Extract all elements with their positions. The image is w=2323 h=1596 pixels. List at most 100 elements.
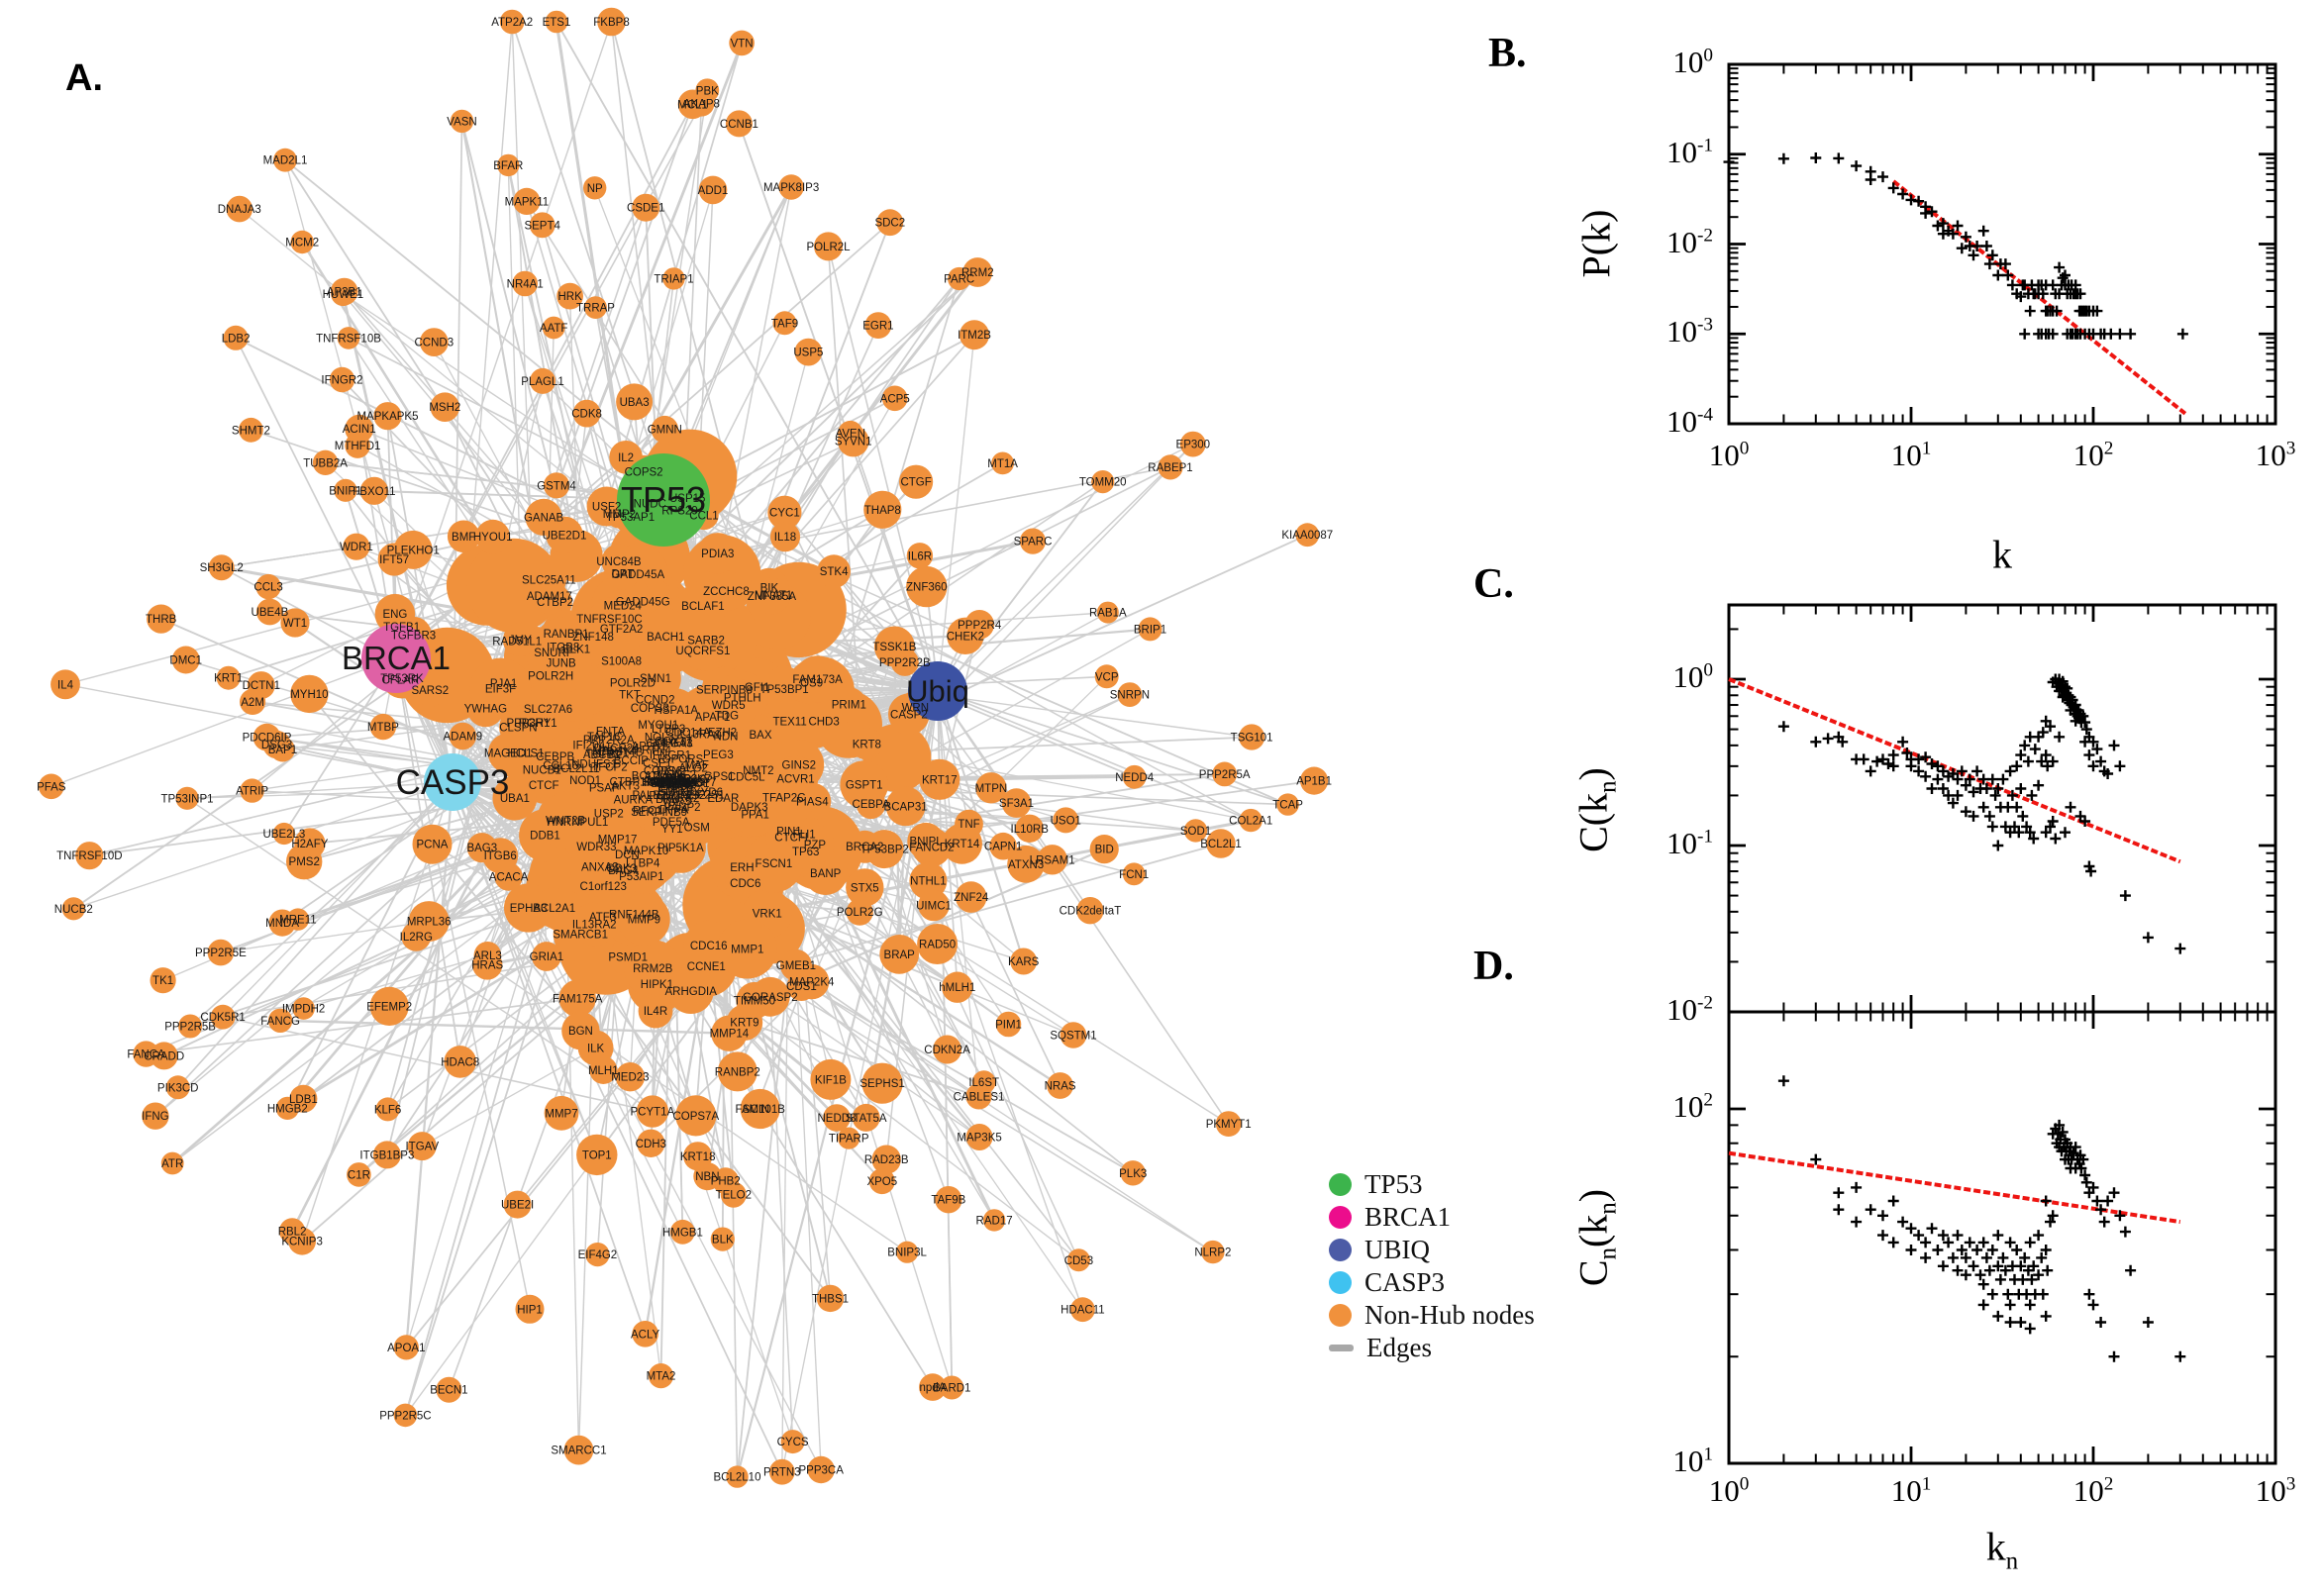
network-node[interactable] [1007, 845, 1045, 883]
network-node[interactable] [1215, 1111, 1242, 1137]
network-node[interactable] [793, 655, 842, 703]
network-node[interactable] [530, 367, 556, 394]
network-node[interactable] [871, 1145, 901, 1174]
network-node[interactable] [768, 1458, 795, 1485]
network-node[interactable] [495, 723, 556, 783]
network-node[interactable] [393, 1335, 419, 1360]
network-node[interactable] [337, 327, 360, 349]
network-node[interactable] [401, 921, 432, 951]
network-node[interactable] [252, 723, 281, 751]
network-node[interactable] [960, 320, 989, 350]
network-node[interactable] [343, 533, 370, 560]
network-node[interactable] [290, 230, 314, 254]
network-node[interactable] [778, 174, 804, 200]
network-node[interactable] [955, 809, 983, 839]
network-node[interactable] [881, 385, 908, 412]
network-node[interactable] [449, 722, 477, 750]
network-node[interactable] [1089, 835, 1119, 864]
network-node[interactable] [584, 296, 607, 319]
network-node[interactable] [561, 1011, 600, 1050]
network-node[interactable] [795, 824, 835, 864]
network-node[interactable] [240, 778, 264, 803]
network-node[interactable] [503, 622, 538, 657]
network-node[interactable] [292, 997, 315, 1020]
network-node[interactable] [615, 1062, 646, 1092]
network-node[interactable] [651, 415, 679, 444]
network-node[interactable] [512, 270, 538, 297]
network-node[interactable] [286, 844, 323, 880]
network-node[interactable] [542, 316, 565, 340]
network-node[interactable] [1138, 617, 1162, 642]
network-node[interactable] [919, 758, 960, 800]
network-node[interactable] [1300, 766, 1329, 795]
network-node[interactable] [280, 608, 310, 638]
network-node[interactable] [545, 10, 568, 34]
network-node[interactable] [369, 986, 409, 1026]
network-node[interactable] [210, 1004, 236, 1030]
network-node[interactable] [899, 464, 934, 499]
network-node[interactable] [588, 597, 631, 641]
network-node[interactable] [147, 604, 176, 634]
network-node[interactable] [697, 533, 739, 574]
network-node[interactable] [544, 1095, 579, 1131]
network-node[interactable] [575, 728, 628, 780]
network-node[interactable] [772, 311, 797, 336]
network-node[interactable] [942, 971, 973, 1003]
network-node[interactable] [683, 1142, 713, 1171]
network-node[interactable] [742, 1095, 770, 1123]
network-node[interactable] [838, 1127, 860, 1149]
network-node[interactable] [563, 1435, 594, 1465]
network-node[interactable] [1047, 1072, 1073, 1099]
network-node[interactable] [1066, 1248, 1090, 1272]
network-node[interactable] [1276, 793, 1299, 816]
network-node[interactable] [75, 842, 104, 870]
network-node[interactable] [918, 889, 950, 922]
hub-node-casp3[interactable] [424, 753, 481, 811]
network-node[interactable] [636, 1095, 669, 1128]
network-node[interactable] [532, 942, 561, 971]
network-node[interactable] [558, 979, 596, 1017]
network-node[interactable] [1015, 814, 1044, 843]
network-node[interactable] [810, 1058, 852, 1100]
network-node[interactable] [375, 1097, 400, 1122]
network-node[interactable] [171, 646, 200, 674]
network-node[interactable] [933, 1035, 962, 1064]
network-node[interactable] [503, 1190, 532, 1219]
network-node[interactable] [50, 669, 80, 700]
network-node[interactable] [1010, 948, 1038, 975]
network-node[interactable] [1070, 1297, 1095, 1323]
network-node[interactable] [223, 325, 249, 350]
network-node[interactable] [369, 713, 397, 741]
network-node[interactable] [256, 598, 283, 626]
network-node[interactable] [444, 1046, 477, 1078]
network-node[interactable] [1117, 682, 1143, 707]
network-node[interactable] [450, 109, 474, 134]
network-node[interactable] [613, 833, 673, 893]
network-node[interactable] [982, 1209, 1006, 1232]
network-node[interactable] [216, 665, 241, 690]
network-node[interactable] [1094, 664, 1119, 689]
network-node[interactable] [616, 383, 654, 421]
network-node[interactable] [885, 786, 926, 827]
network-node[interactable] [814, 232, 843, 261]
network-node[interactable] [698, 175, 728, 205]
network-node[interactable] [754, 577, 790, 615]
network-node[interactable] [513, 187, 541, 215]
network-node[interactable] [240, 688, 266, 716]
network-node[interactable] [837, 425, 869, 457]
network-node[interactable] [572, 902, 616, 947]
network-node[interactable] [525, 498, 562, 536]
network-node[interactable] [475, 519, 511, 554]
network-node[interactable] [165, 1075, 190, 1100]
network-node[interactable] [807, 1455, 835, 1484]
network-node[interactable] [1239, 808, 1262, 833]
network-node[interactable] [935, 1186, 962, 1214]
network-node[interactable] [1206, 829, 1236, 858]
network-node[interactable] [662, 267, 685, 290]
network-node[interactable] [907, 822, 945, 860]
network-node[interactable] [430, 392, 460, 423]
network-node[interactable] [286, 908, 310, 931]
network-node[interactable] [533, 617, 593, 677]
network-node[interactable] [717, 1051, 758, 1092]
network-node[interactable] [668, 737, 725, 793]
